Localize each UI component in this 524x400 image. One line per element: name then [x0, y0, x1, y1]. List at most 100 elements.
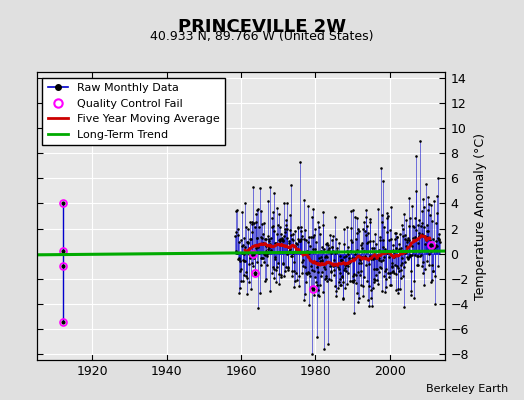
Point [313, 287, 322, 294]
Point [281, 226, 290, 232]
Point [260, 250, 268, 257]
Point [291, 243, 299, 250]
Point [239, 241, 247, 248]
Point [355, 295, 364, 302]
Point [419, 270, 428, 276]
Point [305, 270, 313, 276]
Point [367, 295, 375, 301]
Point [397, 266, 406, 273]
Point [376, 237, 384, 244]
Point [307, 263, 315, 269]
Point [361, 228, 369, 234]
Point [401, 243, 410, 249]
Point [297, 236, 305, 242]
Point [248, 221, 257, 228]
Point [333, 244, 341, 251]
Point [401, 250, 409, 256]
Point [332, 288, 340, 294]
Point [255, 241, 263, 247]
Point [314, 219, 322, 225]
Point [385, 274, 393, 280]
Point [329, 248, 337, 254]
Point [408, 243, 416, 249]
Point [267, 235, 275, 241]
Point [289, 250, 298, 256]
Point [334, 284, 342, 291]
Point [250, 255, 258, 261]
Point [370, 278, 379, 285]
Point [318, 258, 326, 264]
Point [326, 250, 335, 256]
Point [291, 278, 299, 284]
Point [405, 237, 413, 244]
Point [347, 237, 355, 243]
Point [375, 255, 384, 261]
Point [292, 248, 301, 254]
Point [390, 262, 399, 268]
Point [342, 268, 350, 274]
Point [312, 258, 321, 265]
Point [246, 286, 255, 292]
Point [325, 263, 334, 269]
Point [373, 255, 381, 262]
Point [396, 275, 405, 282]
Point [391, 245, 400, 252]
Point [287, 253, 295, 259]
Point [334, 279, 343, 285]
Point [299, 197, 308, 203]
Point [412, 153, 420, 159]
Point [335, 240, 343, 246]
Point [319, 209, 328, 216]
Point [268, 224, 277, 230]
Point [400, 304, 408, 310]
Point [368, 256, 377, 262]
Point [252, 219, 260, 226]
Point [427, 248, 435, 254]
Point [370, 276, 378, 282]
Point [344, 270, 353, 276]
Point [366, 253, 374, 259]
Point [270, 190, 278, 196]
Point [363, 278, 372, 284]
Point [414, 230, 423, 236]
Point [273, 205, 281, 211]
Point [378, 219, 386, 225]
Point [236, 268, 245, 275]
Point [347, 208, 355, 215]
Point [425, 241, 434, 248]
Point [286, 212, 294, 218]
Point [329, 232, 337, 239]
Point [264, 246, 272, 252]
Point [335, 266, 343, 273]
Point [242, 269, 250, 275]
Point [304, 250, 313, 256]
Point [417, 222, 425, 229]
Point [272, 230, 281, 237]
Point [305, 273, 314, 280]
Point [379, 244, 387, 250]
Point [340, 254, 348, 260]
Point [285, 248, 293, 254]
Point [276, 238, 284, 244]
Point [265, 244, 274, 250]
Point [340, 241, 348, 247]
Point [365, 303, 373, 310]
Point [271, 240, 279, 246]
Point [331, 283, 340, 290]
Point [352, 236, 360, 242]
Point [408, 203, 417, 210]
Point [237, 209, 246, 216]
Point [289, 236, 297, 243]
Point [301, 264, 309, 270]
Point [316, 248, 325, 254]
Point [399, 211, 408, 218]
Point [380, 273, 389, 280]
Point [244, 240, 253, 246]
Point [370, 255, 379, 261]
Point [241, 258, 249, 264]
Point [266, 243, 274, 249]
Point [380, 254, 388, 260]
Point [431, 243, 439, 249]
Point [405, 194, 413, 201]
Point [351, 255, 359, 261]
